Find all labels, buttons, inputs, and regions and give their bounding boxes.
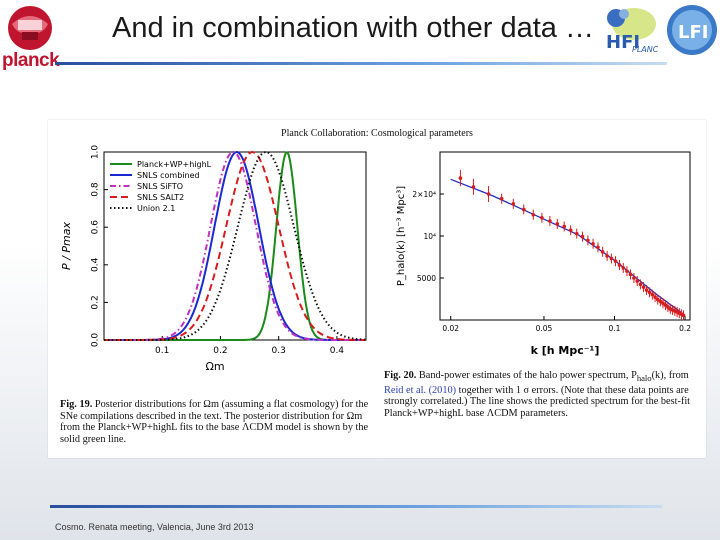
fig19-posterior-chart: 0.1 0.2 0.3 0.4 0.0 0.2 0.4 0.6 0.8 1.0 Ωm P / Pmax… <box>60 145 367 373</box>
fig20-xtick-label: 0.2 <box>679 324 691 333</box>
fig20-caption-a: Band-power estimates of the halo power s… <box>418 370 637 381</box>
fig19-xtick-label: 0.2 <box>213 346 227 356</box>
fig20-data-point <box>666 305 670 309</box>
fig20-data-point <box>574 231 579 236</box>
fig20-data-point <box>653 295 657 299</box>
fig20-caption-b: (k), from <box>651 370 689 381</box>
fig20-data-point <box>531 212 536 217</box>
fig19-ytick-label: 0.8 <box>91 182 101 197</box>
fig20-data-point <box>621 266 626 270</box>
fig20-data-point <box>521 207 526 212</box>
fig20-data-point <box>605 254 609 258</box>
fig20-data-point <box>663 303 668 307</box>
fig20-data-point <box>632 276 636 280</box>
title-underline <box>55 62 667 65</box>
fig19-ylabel: P / Pmax <box>60 222 73 270</box>
fig20-data-point <box>650 292 655 297</box>
fig19-series-line <box>104 150 367 341</box>
paper-figure-excerpt: Planck Collaboration: Cosmological param… <box>48 120 706 458</box>
fig20-data-point <box>458 176 463 180</box>
planck-logo-icon <box>8 6 52 50</box>
fig20-data-point <box>638 282 643 287</box>
fig20-ytick-label: 5000 <box>417 274 436 283</box>
fig20-data-point <box>548 219 552 223</box>
fig19-ytick-label: 0.4 <box>91 257 101 272</box>
fig20-data-point <box>568 228 573 233</box>
fig19-caption: Fig. 19. Posterior distributions for Ωm … <box>60 399 380 445</box>
fig20-data-point <box>658 299 663 304</box>
fig20-data-point <box>609 256 614 261</box>
fig20-caption: Fig. 20. Band-power estimates of the hal… <box>384 370 696 419</box>
lfi-logo-icon: LFI <box>667 5 717 55</box>
fig20-data-point <box>540 216 544 220</box>
fig19-legend-label: Union 2.1 <box>137 204 175 213</box>
hfi-logo-sub: PLANCK <box>632 45 658 54</box>
fig20-data-point <box>628 272 633 277</box>
fig20-caption-sub: halo <box>636 373 652 384</box>
fig20-xtick-label: 0.1 <box>609 324 621 333</box>
fig20-data-point <box>635 279 640 283</box>
fig19-legend-label: Planck+WP+highL <box>137 160 212 169</box>
fig19-ytick-label: 0.0 <box>91 333 101 348</box>
fig20-data-point <box>641 285 646 289</box>
lfi-logo-text: LFI <box>678 22 708 43</box>
fig20-data-point <box>647 290 652 295</box>
fig20-xtick-label: 0.05 <box>536 324 553 333</box>
fig19-ytick-label: 0.2 <box>91 295 101 309</box>
fig20-caption-c: together with 1 σ errors. (Note that the… <box>384 384 691 419</box>
fig20-data-point <box>486 192 491 196</box>
hfi-logo-text: HFI <box>606 32 640 53</box>
fig20-xlabel: k [h Mpc⁻¹] <box>531 344 600 357</box>
fig19-series-line <box>104 150 366 341</box>
fig20-data-point <box>681 313 686 318</box>
fig19-label: Fig. 19. <box>60 399 93 410</box>
fig20-ytick-label: 2×10⁴ <box>412 190 436 199</box>
fig19-series-line <box>104 150 366 341</box>
fig20-ytick-label: 10⁴ <box>423 232 436 241</box>
fig19-plot-frame <box>103 151 367 341</box>
slide-title: And in combination with other data … <box>112 12 594 44</box>
fig20-data-point <box>600 250 605 254</box>
fig20-data-point <box>555 222 560 226</box>
fig19-xlabel: Ωm <box>205 360 224 373</box>
fig19-xtick-label: 0.1 <box>155 346 169 356</box>
paper-running-header: Planck Collaboration: Cosmological param… <box>281 128 473 139</box>
fig20-xtick-label: 0.02 <box>442 324 459 333</box>
hfi-logo-icon: HFI PLANCK <box>606 8 658 54</box>
fig19-legend-label: SNLS SALT2 <box>137 193 184 202</box>
fig20-data-point <box>591 241 595 246</box>
fig20-data-point <box>644 288 649 292</box>
fig19-legend-label: SNLS combined <box>137 171 200 180</box>
fig20-data-point <box>655 297 660 302</box>
fig19-series-line <box>104 150 366 341</box>
slide-footer: Cosmo. Renata meeting, Valencia, June 3r… <box>55 522 254 532</box>
fig20-data-point <box>580 234 585 239</box>
fig19-series-line <box>104 151 366 341</box>
fig20-halo-spectrum-chart: 0.02 0.05 0.1 0.2 5000 10⁴ 2×10⁴ k [h Mpc⁻¹] P_h… <box>396 151 691 357</box>
fig20-data-point <box>613 259 618 263</box>
fig19-ytick-label: 0.6 <box>91 220 101 235</box>
fig19-ytick-label: 1.0 <box>91 145 101 160</box>
fig20-data-point <box>596 245 600 250</box>
reid-2010-link[interactable]: Reid et al. (2010) <box>384 384 457 396</box>
fig20-model-line <box>450 178 686 316</box>
planck-wordmark: planck <box>2 50 60 71</box>
fig20-data-point <box>617 263 622 267</box>
fig20-data-point <box>586 238 590 243</box>
footer-line <box>50 505 662 508</box>
fig20-data-point <box>511 202 516 206</box>
fig19-xtick-label: 0.4 <box>330 346 345 356</box>
fig20-data-point <box>499 196 504 201</box>
fig19-legend-label: SNLS SiFTO <box>137 182 183 191</box>
fig20-data-point <box>471 185 476 189</box>
fig20-label: Fig. 20. <box>384 370 417 381</box>
fig20-data-point <box>562 224 566 229</box>
fig20-ylabel: P_halo(k) [h⁻³ Mpc³] <box>396 186 407 286</box>
fig20-data-point <box>625 269 629 273</box>
fig20-data-point <box>661 301 665 305</box>
fig19-caption-text: Posterior distributions for Ωm (assuming… <box>60 399 369 445</box>
fig19-xtick-label: 0.3 <box>272 346 286 356</box>
